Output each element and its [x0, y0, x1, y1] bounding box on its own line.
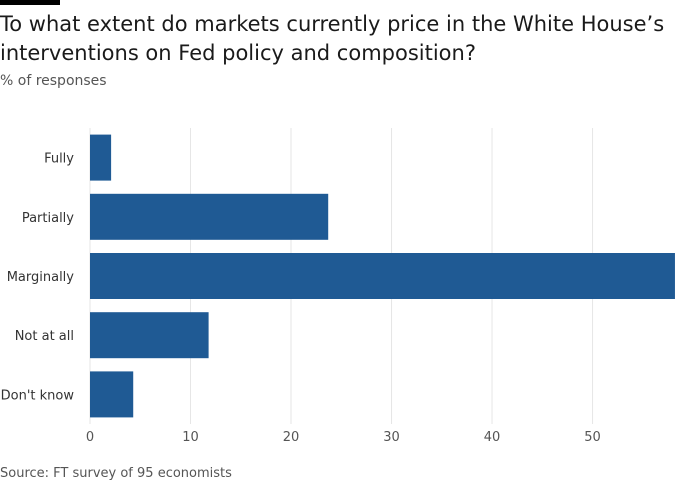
bar-not-at-all [90, 312, 209, 359]
chart-subtitle: % of responses [0, 73, 107, 89]
category-label-layer: Fully Partially Marginally Not at all Don't … [1, 152, 75, 404]
category-label: Fully [44, 152, 74, 167]
category-label: Marginally [7, 270, 75, 285]
bar-fully [90, 134, 112, 181]
source-note: Source: FT survey of 95 economists [0, 466, 232, 481]
brand-bar [0, 0, 60, 5]
bar-marginally [90, 253, 675, 299]
x-tick-layer: 0 10 20 30 40 50 [86, 430, 601, 445]
category-label: Not at all [15, 329, 74, 344]
bar-partially [90, 193, 329, 240]
category-label: Partially [22, 211, 74, 226]
bar-don-t-know [90, 371, 134, 418]
x-tick-label: 30 [383, 430, 400, 445]
x-tick-label: 40 [484, 430, 501, 445]
x-tick-label: 10 [182, 430, 199, 445]
bar-layer [90, 134, 675, 418]
x-tick-label: 50 [584, 430, 601, 445]
category-label: Don't know [1, 388, 75, 403]
x-tick-label: 20 [283, 430, 300, 445]
chart-title: To what extent do markets currently pric… [0, 12, 665, 65]
x-tick-label: 0 [86, 430, 94, 445]
